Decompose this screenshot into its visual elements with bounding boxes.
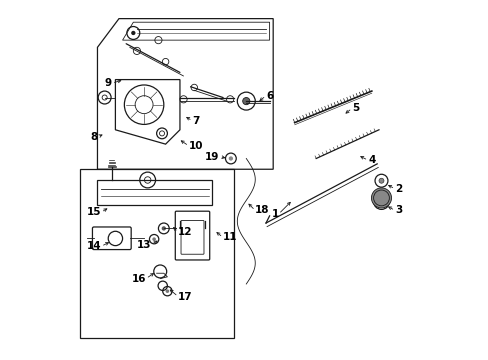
- Text: 13: 13: [137, 239, 151, 249]
- Text: 5: 5: [351, 103, 359, 113]
- Text: 15: 15: [86, 207, 101, 217]
- Text: 11: 11: [223, 232, 237, 242]
- Text: 4: 4: [367, 155, 375, 165]
- Text: 6: 6: [265, 91, 273, 101]
- Text: 18: 18: [255, 206, 269, 216]
- Circle shape: [228, 156, 233, 161]
- Text: 8: 8: [90, 132, 97, 142]
- Text: 2: 2: [394, 184, 402, 194]
- Circle shape: [378, 178, 383, 183]
- Text: 19: 19: [204, 152, 219, 162]
- Text: 1: 1: [271, 209, 278, 219]
- Text: 10: 10: [188, 141, 203, 151]
- Text: 12: 12: [178, 227, 192, 237]
- Bar: [80, 169, 233, 338]
- Text: 9: 9: [104, 78, 112, 88]
- Text: 3: 3: [394, 206, 402, 216]
- Circle shape: [165, 289, 169, 293]
- Circle shape: [371, 188, 391, 208]
- Text: 16: 16: [131, 274, 145, 284]
- Circle shape: [152, 237, 156, 241]
- Text: 14: 14: [86, 241, 101, 251]
- Text: 7: 7: [192, 116, 200, 126]
- Circle shape: [242, 98, 249, 105]
- Text: 17: 17: [178, 292, 192, 302]
- Circle shape: [131, 31, 135, 35]
- Circle shape: [162, 226, 165, 230]
